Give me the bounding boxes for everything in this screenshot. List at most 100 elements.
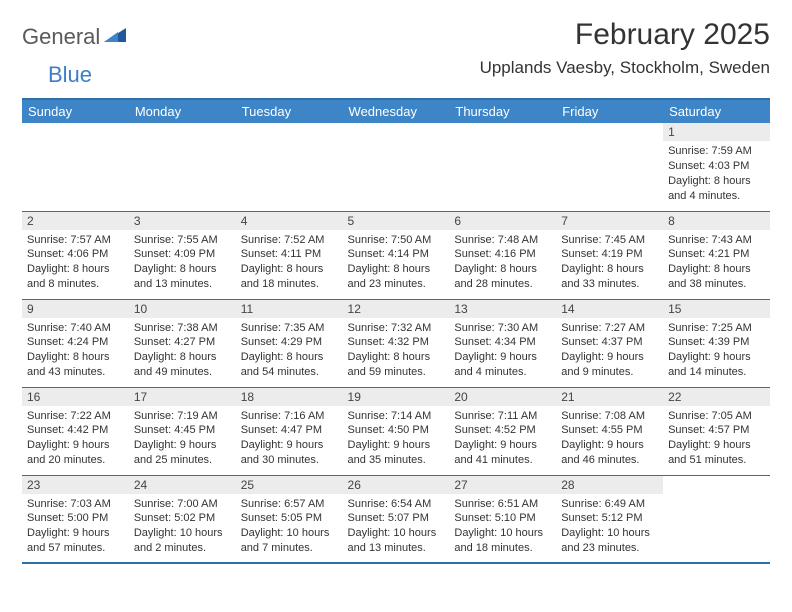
- day-number: 28: [556, 476, 663, 494]
- day-details: Sunrise: 7:38 AMSunset: 4:27 PMDaylight:…: [129, 318, 236, 384]
- day-number: 11: [236, 300, 343, 318]
- day-header: Wednesday: [343, 99, 450, 123]
- calendar-day: 26Sunrise: 6:54 AMSunset: 5:07 PMDayligh…: [343, 475, 450, 563]
- day-details: Sunrise: 7:00 AMSunset: 5:02 PMDaylight:…: [129, 494, 236, 560]
- calendar-day: 20Sunrise: 7:11 AMSunset: 4:52 PMDayligh…: [449, 387, 556, 475]
- calendar-day: 4Sunrise: 7:52 AMSunset: 4:11 PMDaylight…: [236, 211, 343, 299]
- day-details: Sunrise: 7:22 AMSunset: 4:42 PMDaylight:…: [22, 406, 129, 472]
- calendar-empty: [22, 123, 129, 211]
- calendar-day: 15Sunrise: 7:25 AMSunset: 4:39 PMDayligh…: [663, 299, 770, 387]
- calendar-day: 14Sunrise: 7:27 AMSunset: 4:37 PMDayligh…: [556, 299, 663, 387]
- day-details: Sunrise: 7:50 AMSunset: 4:14 PMDaylight:…: [343, 230, 450, 296]
- brand-first: General: [22, 24, 100, 50]
- day-details: Sunrise: 7:48 AMSunset: 4:16 PMDaylight:…: [449, 230, 556, 296]
- calendar-day: 11Sunrise: 7:35 AMSunset: 4:29 PMDayligh…: [236, 299, 343, 387]
- calendar-day: 27Sunrise: 6:51 AMSunset: 5:10 PMDayligh…: [449, 475, 556, 563]
- day-header: Friday: [556, 99, 663, 123]
- day-number: 1: [663, 123, 770, 141]
- day-number: 13: [449, 300, 556, 318]
- day-details: Sunrise: 7:11 AMSunset: 4:52 PMDaylight:…: [449, 406, 556, 472]
- day-details: Sunrise: 6:57 AMSunset: 5:05 PMDaylight:…: [236, 494, 343, 560]
- day-number: 27: [449, 476, 556, 494]
- brand-second: Blue: [48, 62, 92, 87]
- day-details: Sunrise: 7:30 AMSunset: 4:34 PMDaylight:…: [449, 318, 556, 384]
- calendar-day: 3Sunrise: 7:55 AMSunset: 4:09 PMDaylight…: [129, 211, 236, 299]
- brand-triangle-icon: [104, 26, 128, 49]
- calendar-table: SundayMondayTuesdayWednesdayThursdayFrid…: [22, 98, 770, 564]
- calendar-empty: [449, 123, 556, 211]
- day-details: Sunrise: 7:45 AMSunset: 4:19 PMDaylight:…: [556, 230, 663, 296]
- day-header: Sunday: [22, 99, 129, 123]
- calendar-empty: [556, 123, 663, 211]
- day-number: 8: [663, 212, 770, 230]
- day-number: 22: [663, 388, 770, 406]
- day-details: Sunrise: 7:52 AMSunset: 4:11 PMDaylight:…: [236, 230, 343, 296]
- calendar-day: 21Sunrise: 7:08 AMSunset: 4:55 PMDayligh…: [556, 387, 663, 475]
- calendar-day: 13Sunrise: 7:30 AMSunset: 4:34 PMDayligh…: [449, 299, 556, 387]
- day-details: Sunrise: 7:40 AMSunset: 4:24 PMDaylight:…: [22, 318, 129, 384]
- day-number: 9: [22, 300, 129, 318]
- day-details: Sunrise: 6:54 AMSunset: 5:07 PMDaylight:…: [343, 494, 450, 560]
- calendar-day: 8Sunrise: 7:43 AMSunset: 4:21 PMDaylight…: [663, 211, 770, 299]
- day-details: Sunrise: 7:27 AMSunset: 4:37 PMDaylight:…: [556, 318, 663, 384]
- calendar-day: 22Sunrise: 7:05 AMSunset: 4:57 PMDayligh…: [663, 387, 770, 475]
- day-number: 26: [343, 476, 450, 494]
- day-number: 21: [556, 388, 663, 406]
- calendar-week: 23Sunrise: 7:03 AMSunset: 5:00 PMDayligh…: [22, 475, 770, 563]
- calendar-day: 9Sunrise: 7:40 AMSunset: 4:24 PMDaylight…: [22, 299, 129, 387]
- calendar-day: 2Sunrise: 7:57 AMSunset: 4:06 PMDaylight…: [22, 211, 129, 299]
- day-number: 4: [236, 212, 343, 230]
- day-number: 25: [236, 476, 343, 494]
- day-number: 7: [556, 212, 663, 230]
- day-details: Sunrise: 7:55 AMSunset: 4:09 PMDaylight:…: [129, 230, 236, 296]
- day-details: Sunrise: 7:59 AMSunset: 4:03 PMDaylight:…: [663, 141, 770, 207]
- title-block: February 2025 Upplands Vaesby, Stockholm…: [480, 18, 770, 78]
- calendar-week: 1Sunrise: 7:59 AMSunset: 4:03 PMDaylight…: [22, 123, 770, 211]
- day-number: 2: [22, 212, 129, 230]
- day-number: 15: [663, 300, 770, 318]
- calendar-day: 28Sunrise: 6:49 AMSunset: 5:12 PMDayligh…: [556, 475, 663, 563]
- location: Upplands Vaesby, Stockholm, Sweden: [480, 58, 770, 78]
- day-number: 6: [449, 212, 556, 230]
- day-number: 5: [343, 212, 450, 230]
- day-details: Sunrise: 6:49 AMSunset: 5:12 PMDaylight:…: [556, 494, 663, 560]
- day-number: 24: [129, 476, 236, 494]
- calendar-empty: [343, 123, 450, 211]
- day-details: Sunrise: 7:32 AMSunset: 4:32 PMDaylight:…: [343, 318, 450, 384]
- day-header: Tuesday: [236, 99, 343, 123]
- day-number: 3: [129, 212, 236, 230]
- day-details: Sunrise: 7:03 AMSunset: 5:00 PMDaylight:…: [22, 494, 129, 560]
- day-header: Saturday: [663, 99, 770, 123]
- day-details: Sunrise: 7:14 AMSunset: 4:50 PMDaylight:…: [343, 406, 450, 472]
- calendar-week: 9Sunrise: 7:40 AMSunset: 4:24 PMDaylight…: [22, 299, 770, 387]
- calendar-day: 24Sunrise: 7:00 AMSunset: 5:02 PMDayligh…: [129, 475, 236, 563]
- calendar-day: 1Sunrise: 7:59 AMSunset: 4:03 PMDaylight…: [663, 123, 770, 211]
- day-details: Sunrise: 7:19 AMSunset: 4:45 PMDaylight:…: [129, 406, 236, 472]
- calendar-week: 16Sunrise: 7:22 AMSunset: 4:42 PMDayligh…: [22, 387, 770, 475]
- day-details: Sunrise: 7:08 AMSunset: 4:55 PMDaylight:…: [556, 406, 663, 472]
- calendar-day: 7Sunrise: 7:45 AMSunset: 4:19 PMDaylight…: [556, 211, 663, 299]
- day-number: 17: [129, 388, 236, 406]
- calendar-empty: [236, 123, 343, 211]
- month-title: February 2025: [480, 18, 770, 52]
- calendar-day: 16Sunrise: 7:22 AMSunset: 4:42 PMDayligh…: [22, 387, 129, 475]
- calendar-day: 23Sunrise: 7:03 AMSunset: 5:00 PMDayligh…: [22, 475, 129, 563]
- calendar-week: 2Sunrise: 7:57 AMSunset: 4:06 PMDaylight…: [22, 211, 770, 299]
- day-number: 14: [556, 300, 663, 318]
- calendar-day: 10Sunrise: 7:38 AMSunset: 4:27 PMDayligh…: [129, 299, 236, 387]
- calendar-empty: [129, 123, 236, 211]
- day-header: Thursday: [449, 99, 556, 123]
- day-details: Sunrise: 7:05 AMSunset: 4:57 PMDaylight:…: [663, 406, 770, 472]
- calendar-day: 18Sunrise: 7:16 AMSunset: 4:47 PMDayligh…: [236, 387, 343, 475]
- day-number: 12: [343, 300, 450, 318]
- day-details: Sunrise: 7:25 AMSunset: 4:39 PMDaylight:…: [663, 318, 770, 384]
- calendar-day: 19Sunrise: 7:14 AMSunset: 4:50 PMDayligh…: [343, 387, 450, 475]
- day-header-row: SundayMondayTuesdayWednesdayThursdayFrid…: [22, 99, 770, 123]
- calendar-day: 6Sunrise: 7:48 AMSunset: 4:16 PMDaylight…: [449, 211, 556, 299]
- day-details: Sunrise: 7:16 AMSunset: 4:47 PMDaylight:…: [236, 406, 343, 472]
- day-details: Sunrise: 7:43 AMSunset: 4:21 PMDaylight:…: [663, 230, 770, 296]
- day-number: 23: [22, 476, 129, 494]
- brand-logo: General: [22, 24, 130, 50]
- day-number: 19: [343, 388, 450, 406]
- calendar-day: 17Sunrise: 7:19 AMSunset: 4:45 PMDayligh…: [129, 387, 236, 475]
